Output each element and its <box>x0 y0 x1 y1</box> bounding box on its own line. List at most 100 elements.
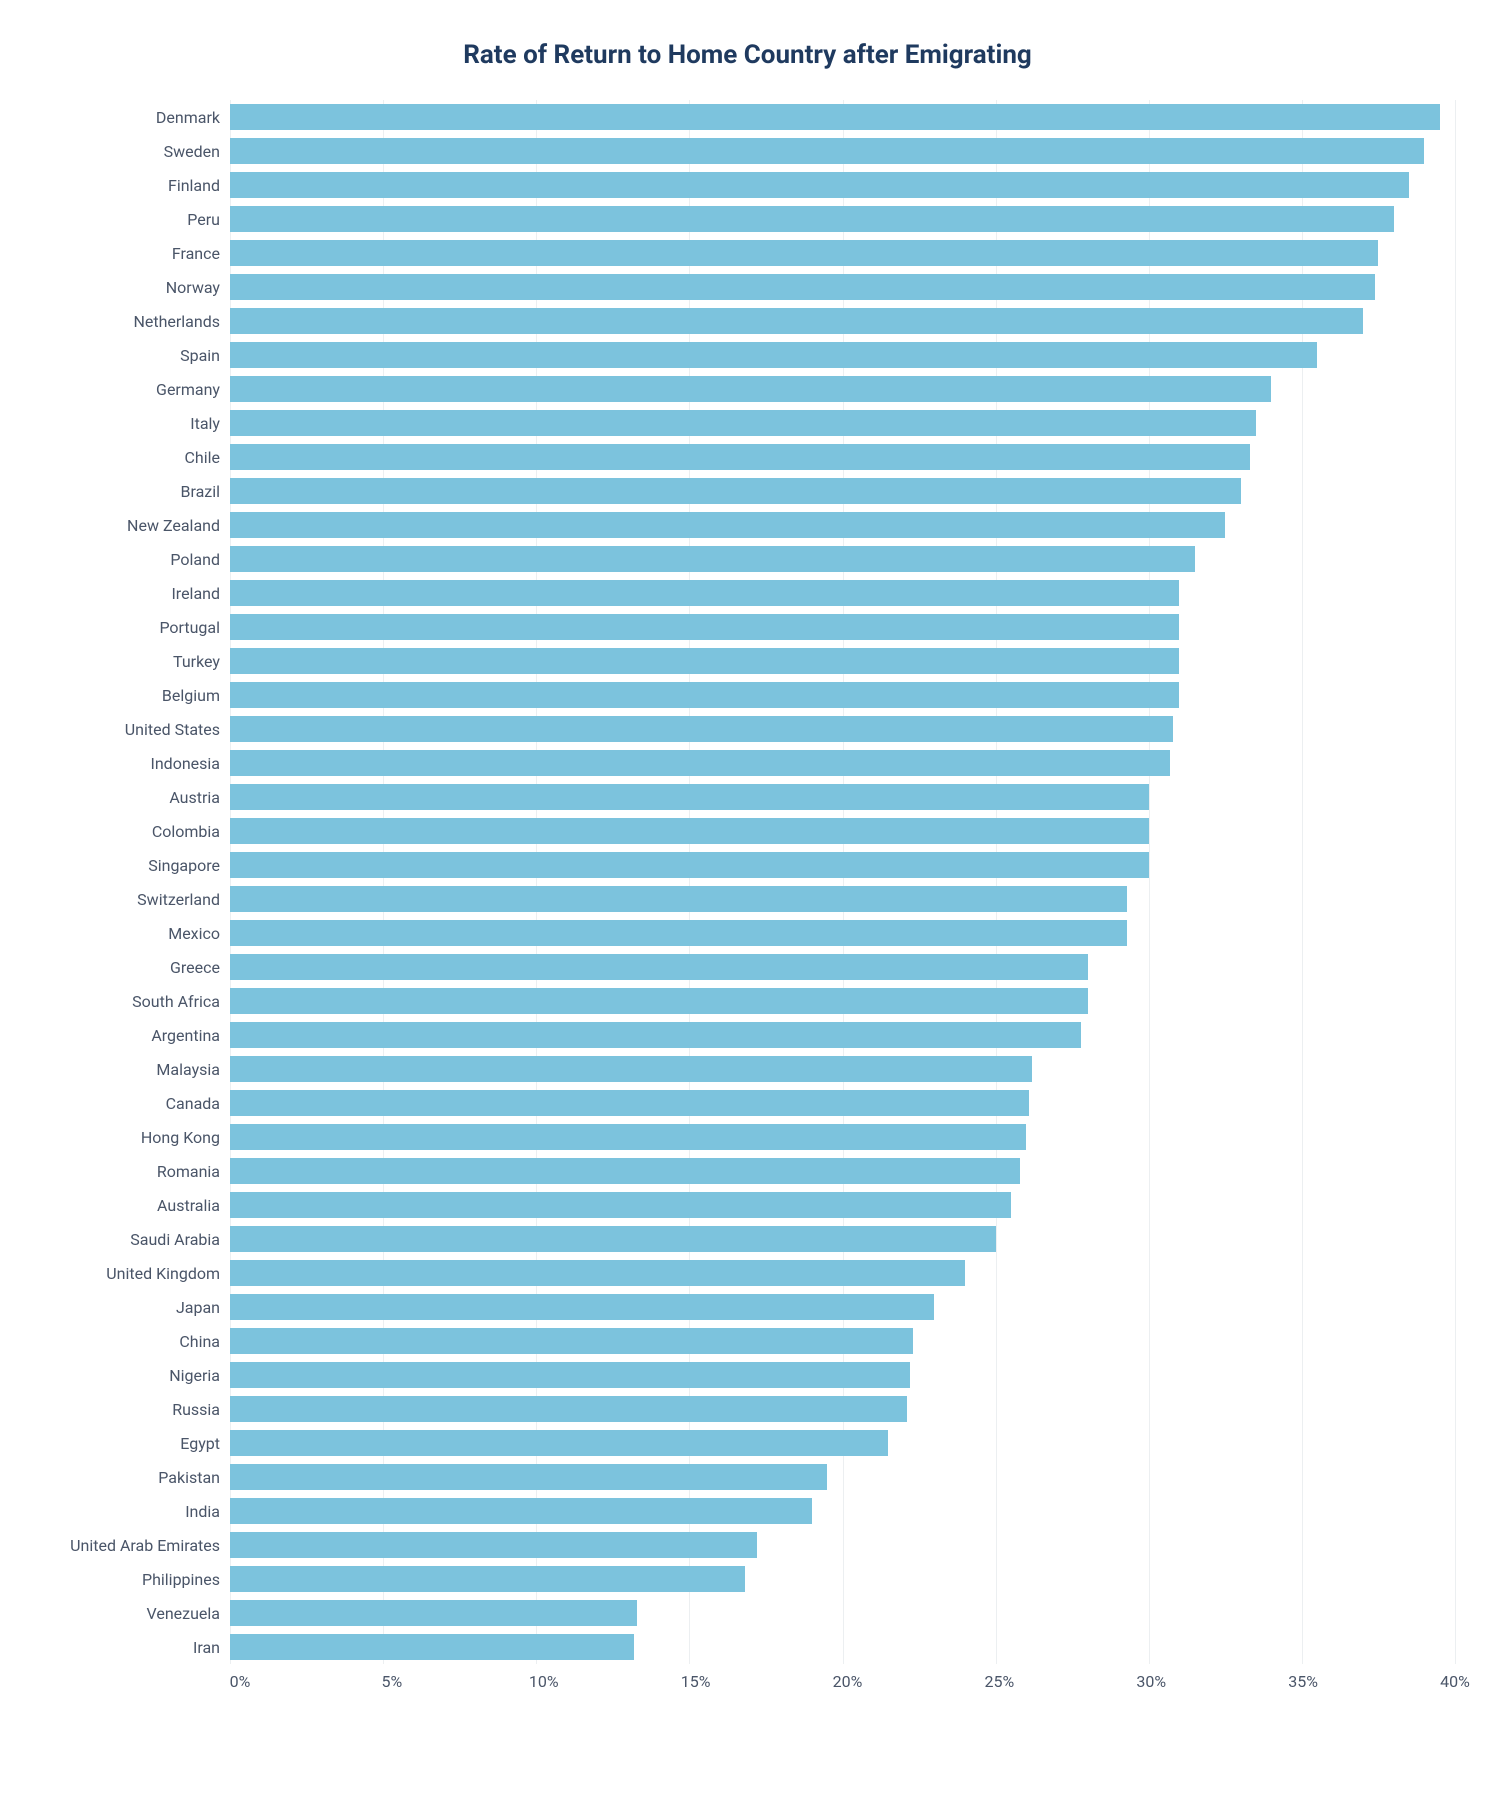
bar <box>230 1090 1029 1117</box>
y-axis-label: United States <box>125 712 220 746</box>
y-axis-label: India <box>185 1494 220 1528</box>
bar-row <box>230 984 1455 1018</box>
y-axis-label: Spain <box>180 338 220 372</box>
bar <box>230 1158 1020 1185</box>
bar <box>230 444 1250 471</box>
x-axis-tick: 25% <box>985 1672 1015 1691</box>
y-axis-label: Venezuela <box>147 1596 220 1630</box>
bar-row <box>230 1188 1455 1222</box>
bar-row <box>230 1018 1455 1052</box>
bar <box>230 512 1225 539</box>
bar-row <box>230 882 1455 916</box>
bar <box>230 1362 910 1389</box>
bar <box>230 716 1173 743</box>
bar <box>230 1430 888 1457</box>
x-axis-tick: 35% <box>1288 1672 1318 1691</box>
y-axis-label: Indonesia <box>150 746 220 780</box>
x-ticks: 0%5%10%15%20%25%30%35%40% <box>240 1672 1455 1696</box>
y-axis-label: Argentina <box>151 1018 220 1052</box>
y-axis-label: United Kingdom <box>106 1256 220 1290</box>
bar <box>230 988 1088 1015</box>
chart-title: Rate of Return to Home Country after Emi… <box>40 40 1455 70</box>
bar-row <box>230 1630 1455 1664</box>
y-axis-label: Ireland <box>171 576 220 610</box>
y-axis-label: Colombia <box>152 814 220 848</box>
bar <box>230 648 1179 675</box>
y-axis-label: Iran <box>193 1630 220 1664</box>
bar <box>230 342 1317 369</box>
y-axis-label: Poland <box>170 542 220 576</box>
bar <box>230 818 1149 845</box>
bar <box>230 920 1127 947</box>
y-axis-label: Australia <box>157 1188 220 1222</box>
bar-row <box>230 1426 1455 1460</box>
chart-body: DenmarkSwedenFinlandPeruFranceNorwayNeth… <box>40 100 1455 1664</box>
bar <box>230 1192 1011 1219</box>
bar <box>230 1498 812 1525</box>
x-axis-tick: 40% <box>1440 1672 1470 1691</box>
y-axis-label: France <box>172 236 220 270</box>
bar-row <box>230 610 1455 644</box>
bar-row <box>230 1086 1455 1120</box>
bar-row <box>230 746 1455 780</box>
y-axis-label: Italy <box>190 406 220 440</box>
bar <box>230 1124 1026 1151</box>
x-axis-tick: 10% <box>529 1672 559 1691</box>
bar-row <box>230 474 1455 508</box>
bar-row <box>230 100 1455 134</box>
plot-area <box>230 100 1455 1664</box>
y-axis-label: Peru <box>187 202 220 236</box>
bar-row <box>230 406 1455 440</box>
bar-row <box>230 916 1455 950</box>
y-axis-label: Austria <box>169 780 220 814</box>
bar-row <box>230 1528 1455 1562</box>
bar <box>230 138 1424 165</box>
bar-row <box>230 1358 1455 1392</box>
y-axis-label: Sweden <box>164 134 220 168</box>
bar <box>230 206 1394 233</box>
bar-row <box>230 542 1455 576</box>
bar-row <box>230 1460 1455 1494</box>
y-axis-label: Egypt <box>180 1426 220 1460</box>
y-axis-label: China <box>179 1324 220 1358</box>
bar <box>230 954 1088 981</box>
bar <box>230 852 1149 879</box>
x-axis-tick: 5% <box>382 1672 403 1691</box>
x-axis-spacer <box>40 1672 240 1696</box>
bar-row <box>230 372 1455 406</box>
bar <box>230 172 1409 199</box>
bar-row <box>230 1324 1455 1358</box>
bar-row <box>230 338 1455 372</box>
bar <box>230 1532 757 1559</box>
chart-container: Rate of Return to Home Country after Emi… <box>40 40 1455 1696</box>
bar <box>230 1056 1032 1083</box>
y-axis-label: Switzerland <box>137 882 220 916</box>
bar <box>230 1022 1081 1049</box>
bar-row <box>230 1256 1455 1290</box>
bar <box>230 376 1271 403</box>
bar-row <box>230 1494 1455 1528</box>
y-axis-label: Saudi Arabia <box>130 1222 220 1256</box>
bar-row <box>230 134 1455 168</box>
bar-row <box>230 712 1455 746</box>
bar-row <box>230 1290 1455 1324</box>
bar-row <box>230 644 1455 678</box>
bar-row <box>230 1222 1455 1256</box>
y-axis: DenmarkSwedenFinlandPeruFranceNorwayNeth… <box>40 100 230 1664</box>
bar <box>230 1328 913 1355</box>
bar <box>230 1600 637 1627</box>
bar <box>230 614 1179 641</box>
y-axis-label: Norway <box>166 270 220 304</box>
y-axis-label: Chile <box>185 440 221 474</box>
y-axis-label: Singapore <box>148 848 220 882</box>
y-axis-label: Mexico <box>168 916 220 950</box>
bar <box>230 1634 634 1661</box>
bar-row <box>230 440 1455 474</box>
bar-row <box>230 168 1455 202</box>
bar <box>230 1464 827 1491</box>
bar <box>230 1226 996 1253</box>
y-axis-label: Romania <box>157 1154 220 1188</box>
y-axis-label: Portugal <box>159 610 220 644</box>
bars-group <box>230 100 1455 1664</box>
bar <box>230 1566 745 1593</box>
